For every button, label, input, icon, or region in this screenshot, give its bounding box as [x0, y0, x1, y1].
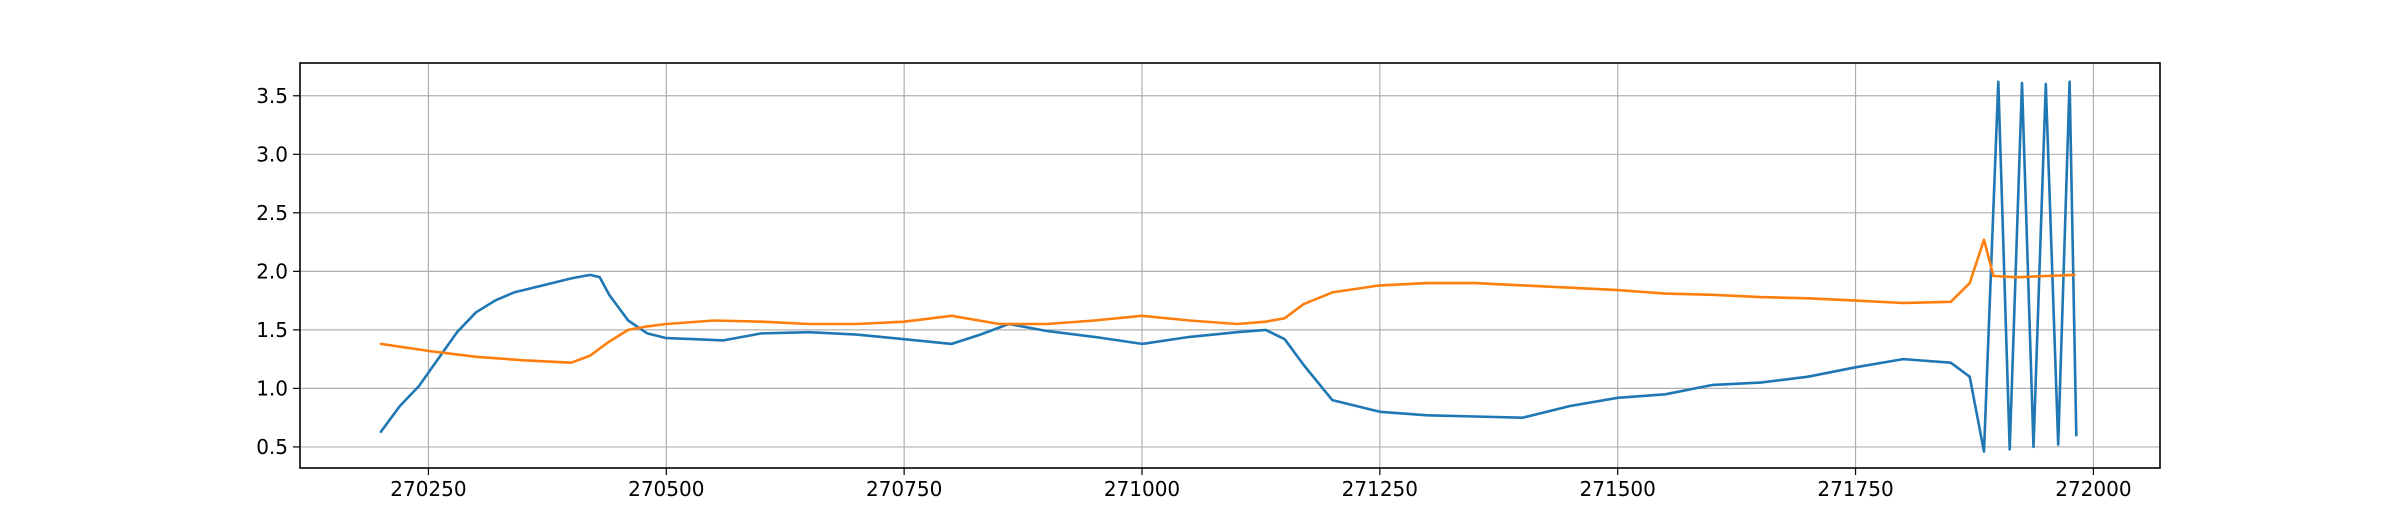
y-tick-label: 3.5 [256, 84, 288, 108]
x-tick-label: 271250 [1342, 477, 1418, 501]
x-tick-label: 271750 [1817, 477, 1893, 501]
x-tick-label: 271500 [1580, 477, 1656, 501]
series-layer [379, 80, 2078, 453]
x-axis: 270250 270500 270750 271000 271250 271500 2717… [390, 468, 2132, 501]
series-line-2 [379, 238, 2076, 365]
grid-lines [300, 63, 2160, 468]
y-axis: 0.5 1.0 1.5 2.0 2.5 3.0 3.5 [256, 84, 300, 459]
y-tick-label: 1.5 [256, 318, 288, 342]
x-tick-label: 270500 [628, 477, 704, 501]
x-tick-label: 272000 [2055, 477, 2131, 501]
y-tick-label: 3.0 [256, 142, 288, 166]
plot-area [300, 63, 2160, 468]
y-tick-label: 2.0 [256, 259, 288, 283]
y-tick-label: 2.5 [256, 201, 288, 225]
x-tick-label: 270750 [866, 477, 942, 501]
x-tick-label: 270250 [390, 477, 466, 501]
y-tick-label: 1.0 [256, 376, 288, 400]
x-tick-label: 271000 [1104, 477, 1180, 501]
series-line-1 [379, 80, 2078, 453]
plot-frame [299, 62, 2161, 469]
y-tick-label: 0.5 [256, 435, 288, 459]
